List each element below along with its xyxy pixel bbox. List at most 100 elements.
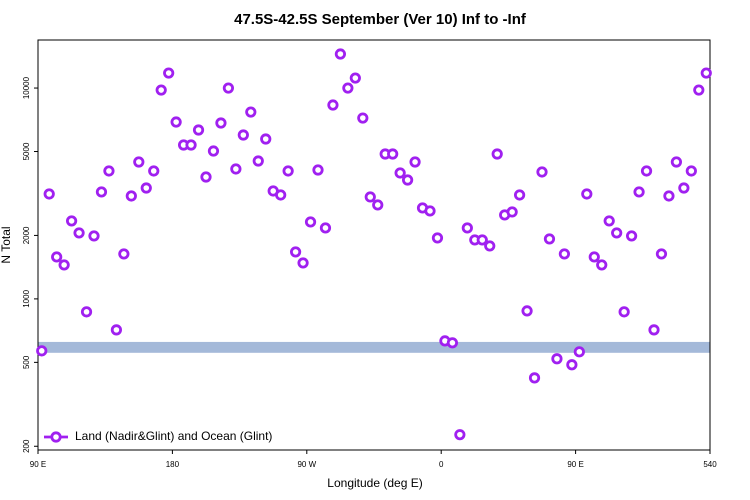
point: [446, 337, 458, 349]
point: [36, 345, 48, 357]
point: [409, 156, 421, 168]
y-tick-label: 200: [22, 439, 31, 453]
point: [693, 84, 705, 96]
point: [80, 306, 93, 318]
point: [536, 166, 548, 178]
point: [260, 133, 272, 145]
point: [431, 232, 444, 244]
point: [655, 248, 668, 260]
point: [230, 163, 242, 175]
band: [38, 341, 710, 353]
point: [401, 174, 414, 186]
point: [596, 259, 608, 271]
point: [678, 182, 690, 194]
point: [625, 230, 638, 242]
x-tick-label: 540: [703, 460, 717, 469]
point: [558, 248, 571, 260]
point: [43, 188, 55, 200]
point: [66, 215, 78, 227]
point: [700, 67, 712, 79]
y-tick-label: 5000: [22, 142, 31, 160]
point: [133, 156, 145, 168]
point: [648, 324, 660, 336]
point: [521, 305, 533, 317]
x-tick-label: 90 E: [567, 460, 583, 469]
point: [51, 251, 63, 263]
point: [275, 189, 287, 201]
x-tick-label: 90 E: [30, 460, 46, 469]
point: [484, 240, 496, 252]
point: [454, 429, 466, 441]
point: [110, 324, 123, 336]
y-tick-label: 500: [22, 355, 31, 369]
legend-label: Land (Nadir&Glint) and Ocean (Glint): [75, 429, 272, 443]
point: [148, 165, 160, 177]
point: [200, 171, 212, 183]
point: [103, 165, 115, 177]
point: [282, 165, 294, 177]
y-tick-label: 1000: [22, 289, 31, 307]
point: [73, 227, 85, 239]
y-axis-label: N Total: [0, 226, 13, 263]
legend-marker: [50, 431, 62, 443]
point: [155, 84, 167, 96]
point: [513, 189, 526, 201]
point: [58, 259, 70, 271]
point: [640, 165, 653, 177]
point: [603, 215, 615, 227]
point: [387, 148, 399, 160]
x-axis-label: Longitude (deg E): [327, 476, 422, 490]
plot-frame: [37, 39, 711, 451]
point: [670, 156, 683, 168]
point: [424, 205, 436, 217]
point: [289, 246, 302, 258]
point: [506, 206, 518, 218]
point: [364, 191, 376, 203]
point: [118, 248, 130, 260]
point: [633, 186, 645, 198]
point: [581, 188, 593, 200]
x-tick-label: 0: [439, 460, 444, 469]
point: [88, 230, 100, 242]
point: [476, 234, 488, 246]
point: [685, 165, 697, 177]
point: [297, 257, 309, 269]
point: [163, 67, 175, 79]
point: [588, 251, 600, 263]
x-tick-label: 90 W: [297, 460, 316, 469]
point: [394, 167, 406, 179]
point: [312, 164, 324, 176]
point: [252, 155, 264, 167]
point: [342, 82, 354, 94]
point: [543, 233, 556, 245]
point: [125, 190, 137, 202]
chart-title: 47.5S-42.5S September (Ver 10) Inf to -I…: [234, 11, 527, 28]
y-tick-label: 2000: [22, 226, 31, 244]
point: [95, 186, 108, 198]
point: [372, 199, 384, 211]
point: [319, 222, 332, 234]
point: [140, 182, 152, 194]
point: [334, 48, 346, 60]
point: [304, 216, 317, 228]
point: [611, 227, 623, 239]
point: [185, 139, 197, 151]
point: [349, 72, 361, 84]
point: [491, 148, 503, 160]
point: [528, 372, 541, 384]
point: [663, 190, 675, 202]
point: [237, 129, 249, 141]
point: [566, 359, 578, 371]
point: [357, 112, 369, 124]
point: [327, 99, 339, 111]
x-tick-label: 180: [166, 460, 180, 469]
point: [192, 124, 205, 136]
point: [222, 82, 234, 94]
point: [551, 353, 563, 365]
point: [245, 106, 257, 118]
point: [207, 145, 220, 157]
point: [461, 222, 473, 234]
point: [170, 116, 182, 128]
point: [618, 306, 630, 318]
